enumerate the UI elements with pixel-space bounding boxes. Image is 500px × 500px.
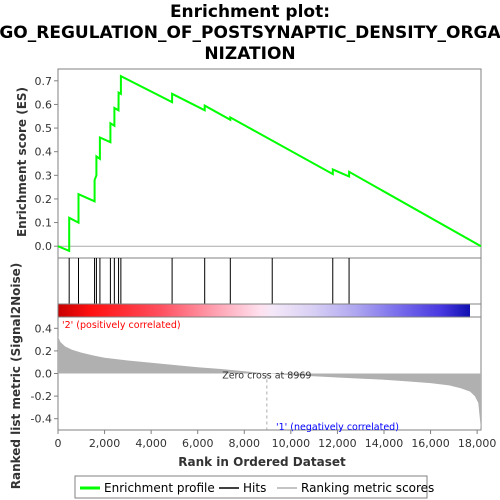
metric-y-ticks: 0.4 0.2 0.0 -0.2 -0.4 [31,322,58,425]
legend-label-metric: Ranking metric scores [301,481,434,495]
legend-label-enrichment: Enrichment profile [104,481,215,495]
plot-title-line1: Enrichment plot: [170,2,330,22]
metric-y-tick-label: -0.4 [31,413,52,426]
es-y-tick-label: 0.0 [35,240,53,253]
es-panel: 0.0 0.1 0.2 0.3 0.4 0.5 0.6 0.7 Enrichment scor… [15,69,481,258]
es-plot-frame [58,69,481,258]
x-tick-label: 18,000 [458,437,497,450]
x-tick-label: 12,000 [318,437,357,450]
x-tick-label: 10,000 [272,437,311,450]
x-tick-label: 0 [55,437,62,450]
es-y-tick-label: 0.4 [35,146,53,159]
es-y-tick-label: 0.2 [35,193,53,206]
x-axis-title: Rank in Ordered Dataset [178,455,346,469]
es-y-ticks: 0.0 0.1 0.2 0.3 0.4 0.5 0.6 0.7 [35,75,59,253]
hits-frame [58,258,481,304]
metric-y-tick-label: 0.0 [35,368,53,381]
positive-correlation-label: '2' (positively correlated) [62,320,181,331]
metric-y-axis-title: Ranked list metric (Signal2Noise) [9,263,23,490]
hits-panel [58,258,481,304]
legend-label-hits: Hits [243,481,266,495]
metric-y-tick-label: -0.2 [31,390,52,403]
x-tick-label: 6,000 [182,437,214,450]
x-tick-label: 16,000 [411,437,450,450]
x-tick-label: 14,000 [365,437,404,450]
x-tick-label: 8,000 [229,437,261,450]
es-y-tick-label: 0.3 [35,169,53,182]
x-tick-label: 2,000 [89,437,121,450]
metric-y-tick-label: 0.2 [35,345,53,358]
es-y-axis-title: Enrichment score (ES) [15,87,29,237]
plot-title-line2: GO_REGULATION_OF_POSTSYNAPTIC_DENSITY_OR… [0,23,500,43]
rank-x-ticks: 0 2,000 4,000 6,000 8,000 10,000 12,000 14,000 1… [55,430,497,450]
es-y-tick-label: 0.6 [35,98,53,111]
zero-cross-label: Zero cross at 8969 [222,371,311,382]
x-tick-label: 4,000 [135,437,167,450]
es-y-tick-label: 0.7 [35,75,53,88]
es-y-tick-label: 0.1 [35,217,53,230]
legend: Enrichment profile Hits Ranking metric s… [75,476,434,498]
plot-title-line3: NIZATION [204,44,295,64]
rank-color-bar [58,304,470,317]
es-y-tick-label: 0.5 [35,122,53,135]
metric-y-tick-label: 0.4 [35,322,53,335]
